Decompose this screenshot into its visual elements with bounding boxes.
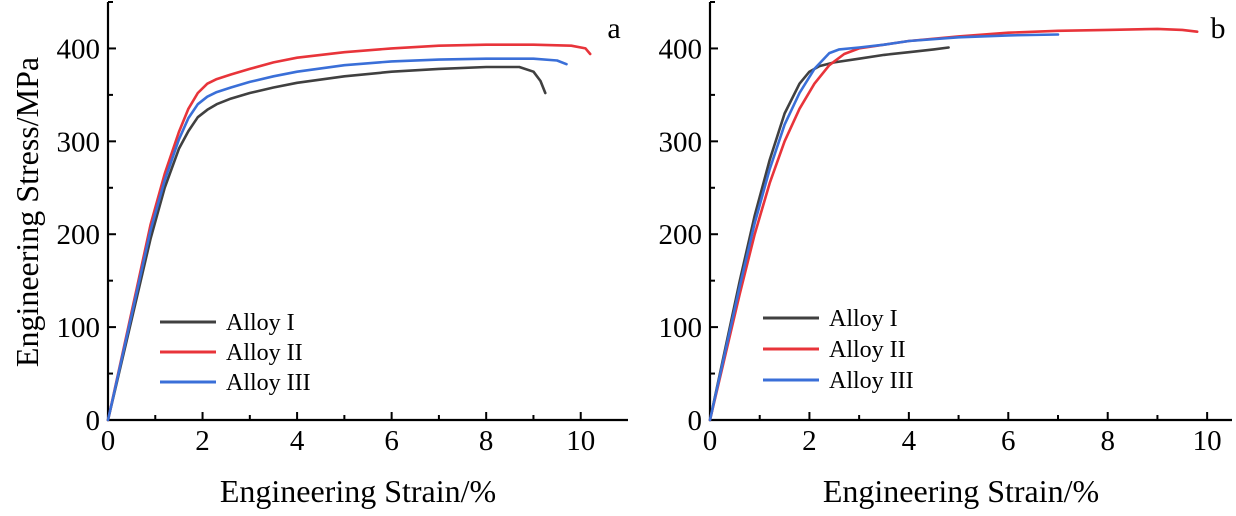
x-axis-title: Engineering Strain/% <box>823 473 1099 509</box>
y-tick-label: 400 <box>57 33 101 65</box>
legend-label: Alloy II <box>829 337 906 363</box>
x-tick-label: 2 <box>195 425 210 457</box>
x-tick-label: 4 <box>290 425 305 457</box>
axes-frame <box>708 2 1232 422</box>
series-line-alloy-ii <box>708 27 1199 422</box>
series-line-alloy-i <box>106 65 547 422</box>
x-tick-label: 0 <box>703 425 718 457</box>
legend-label: Alloy I <box>226 310 295 336</box>
x-tick-label: 8 <box>1100 425 1115 457</box>
panel-label: b <box>1211 12 1226 45</box>
y-axis-title: Engineering Stress/MPa <box>9 57 45 367</box>
y-tick-label: 400 <box>659 33 703 65</box>
legend-label: Alloy III <box>829 368 914 394</box>
legend-label: Alloy II <box>226 340 303 366</box>
x-tick-label: 6 <box>1001 425 1016 457</box>
y-tick-label: 300 <box>57 126 101 158</box>
x-tick-label: 4 <box>902 425 917 457</box>
y-tick-label: 200 <box>659 219 703 251</box>
x-tick-label: 10 <box>566 425 595 457</box>
x-tick-label: 6 <box>384 425 399 457</box>
y-tick-label: 300 <box>659 126 703 158</box>
series-line-alloy-iii <box>106 57 568 422</box>
y-tick-label: 100 <box>57 312 101 344</box>
y-tick-label: 0 <box>688 405 703 437</box>
y-tick-label: 100 <box>659 312 703 344</box>
legend-label: Alloy III <box>226 370 311 396</box>
y-tick-label: 0 <box>86 405 101 437</box>
y-tick-label: 200 <box>57 219 101 251</box>
x-axis-title: Engineering Strain/% <box>220 473 496 509</box>
panel-label: a <box>607 12 620 45</box>
x-tick-label: 2 <box>802 425 817 457</box>
series-line-alloy-iii <box>708 33 1060 422</box>
legend-label: Alloy I <box>829 306 898 332</box>
x-tick-label: 8 <box>479 425 494 457</box>
series-line-alloy-ii <box>106 43 592 422</box>
legend: Alloy I Alloy II Alloy III <box>160 310 311 396</box>
axes-frame <box>106 2 628 422</box>
series-line-alloy-i <box>708 46 950 422</box>
x-tick-label: 10 <box>1193 425 1222 457</box>
x-tick-label: 0 <box>101 425 116 457</box>
legend: Alloy I Alloy II Alloy III <box>763 306 914 394</box>
